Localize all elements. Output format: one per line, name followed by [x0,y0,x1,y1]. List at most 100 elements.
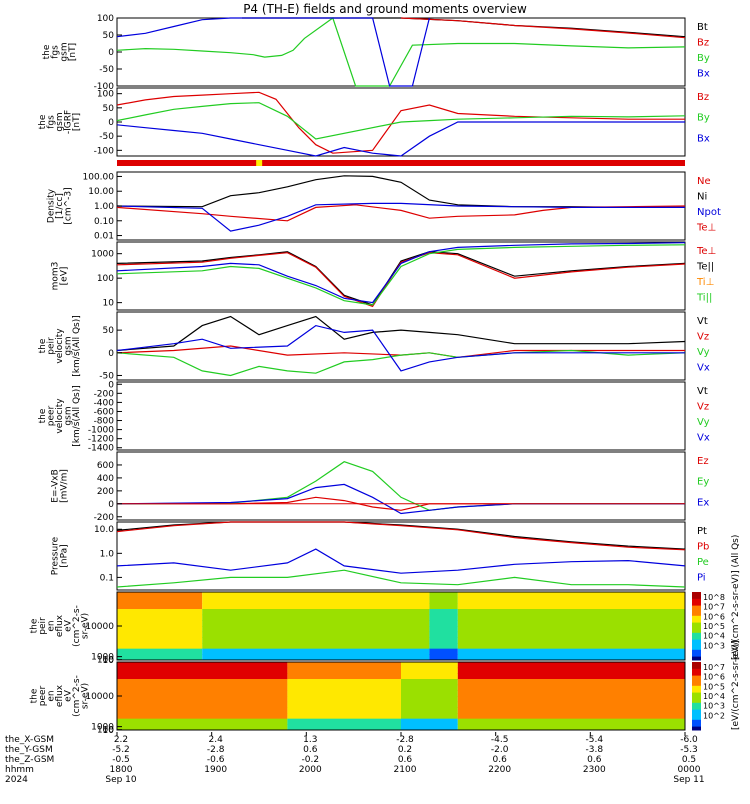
y-axis-label: the [29,688,39,703]
heatmap-cell [117,684,288,691]
legend-item: Ti⊥ [696,277,714,288]
legend-item: Pe [697,557,709,568]
y-tick-label: -100 [94,82,115,92]
y-tick-label: 400 [97,474,114,484]
heatmap-cell [287,662,401,669]
heatmap-cell [287,667,401,674]
series-line-Pi [116,548,686,574]
x-tick-label: 1.3 [303,735,317,745]
y-tick-label: -200 [94,513,115,523]
y-tick-label: 10000 [85,622,114,632]
colorbar-cell [692,699,701,704]
legend-item: Bz [697,92,709,103]
colorbar-cell [692,679,701,683]
x-tick-label: 2.2 [114,735,128,745]
series-line-Te|| [116,251,686,306]
series-line-Vt [116,315,686,352]
series-line-By [116,102,686,140]
heatmap-peir_eflux [117,592,685,661]
y-tick-label: 0.1 [100,573,114,583]
x-tick-label: 0.6 [493,755,508,765]
heatmap-cell [287,684,401,691]
x-tick-label: -3.8 [586,745,604,755]
colorbar-cell [692,636,701,641]
y-axis-label: Pressure [51,536,61,575]
heatmap-cell [287,713,401,720]
heatmap-cell [457,603,685,610]
heatmap-cell [457,648,685,655]
colorbar-label: [eV/(cm^2-s-sr-eV)] [731,640,741,730]
heatmap-cell [457,724,685,731]
y-axis-label: [cm^-3] [64,187,74,224]
heatmap-cell [457,631,685,638]
y-axis-label: the [38,114,48,129]
heatmap-cell [202,609,430,616]
y-tick-label: 0.10 [94,217,114,227]
legend-item: Vx [697,363,710,374]
heatmap-cell [117,654,203,661]
panel-frame [116,17,686,87]
y-tick-label: 200 [97,487,114,497]
heatmap-cell [202,592,430,599]
heatmap-cell [429,648,458,655]
quality-bar [117,160,685,166]
colorbar-cell [692,689,701,694]
y-axis-label: [nT] [68,43,78,61]
colorbar-cell [692,656,701,661]
y-axis-label: peir [38,617,48,635]
panel-frame [116,311,686,381]
x-tick-label: 0.6 [398,755,413,765]
heatmap-cell [457,690,685,697]
y-tick-label: 10.00 [88,187,114,197]
y-tick-label: -50 [99,371,114,381]
heatmap-cell [457,654,685,661]
y-axis-label: sr-eV) [81,613,91,639]
x-tick-label: -4.5 [491,735,509,745]
y-tick-label: -400 [94,398,115,408]
y-axis-label: velocity [55,398,65,434]
x-tick-label: 2200 [488,765,511,775]
legend-item: Te|| [696,262,714,273]
y-axis-label: gsm [64,406,74,425]
y-axis-label: sr-eV) [81,683,91,709]
colorbar-cell [692,702,701,707]
legend-item: Npot [697,207,721,218]
heatmap-cell [287,696,401,703]
colorbar: 10^810^710^610^510^410^3 [eV/(cm^2-s-sr-e… [692,535,741,661]
heatmap-cell [117,662,288,669]
heatmap-cell [457,597,685,604]
colorbar-cell [692,706,701,711]
heatmap-peer_eflux [117,662,685,731]
x-tick-label: 0.5 [682,755,696,765]
heatmap-cell [401,690,458,697]
y-tick-label: -1000 [88,426,114,436]
heatmap-cell [117,592,203,599]
y-tick-label: 1000 [91,653,114,663]
heatmap-cell [117,707,288,714]
y-tick-label: 50 [103,326,115,336]
colorbar-cell [692,665,701,670]
colorbar-cell [692,723,701,728]
x-tick-label: 0.6 [587,755,602,765]
heatmap-cell [401,673,458,680]
y-tick-label: 0 [108,48,114,58]
heatmap-cell [287,724,401,731]
heatmap-cell [457,679,685,686]
bottom-row-label: hhmm [5,765,34,775]
heatmap-cell [202,626,430,633]
x-tick-label: -0.2 [302,755,320,765]
heatmap-cell [287,673,401,680]
colorbar-cell [692,685,701,690]
heatmap-cell [117,667,288,674]
legend-item: Vz [697,332,709,343]
heatmap-cell [117,597,203,604]
legend: Bt Bz By Bx [697,22,710,80]
panel-efield: 600 400 200 0 -200 E=-VxB[mV/m] Ez Ey Ex [51,451,709,523]
x-tick-label: Sep 10 [105,775,137,785]
legend-item: Te⊥ [696,223,716,234]
series-line-Bx [116,121,685,157]
heatmap-cell [457,643,685,650]
heatmap-cell [117,679,288,686]
